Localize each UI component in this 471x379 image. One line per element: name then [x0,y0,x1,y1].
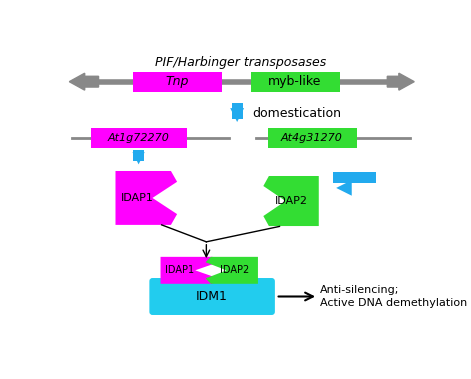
Text: IDAP1: IDAP1 [121,193,154,203]
Text: At4g31270: At4g31270 [281,133,343,143]
FancyBboxPatch shape [91,128,187,148]
Text: At1g72270: At1g72270 [108,133,170,143]
Polygon shape [263,176,319,226]
Text: domestication: domestication [252,107,341,120]
FancyBboxPatch shape [133,72,222,92]
FancyBboxPatch shape [149,278,275,315]
FancyBboxPatch shape [268,128,357,148]
Text: Anti-silencing;: Anti-silencing; [320,285,400,295]
Polygon shape [205,257,258,284]
FancyBboxPatch shape [232,103,243,119]
FancyArrow shape [69,73,98,90]
FancyBboxPatch shape [333,172,376,183]
Text: Active DNA demethylation: Active DNA demethylation [320,298,468,308]
Text: IDAP2: IDAP2 [275,196,308,206]
FancyBboxPatch shape [251,72,340,92]
FancyBboxPatch shape [133,150,144,161]
Polygon shape [161,257,218,284]
FancyArrow shape [387,73,414,90]
Text: Tnp: Tnp [165,75,189,88]
Text: IDAP1: IDAP1 [165,265,194,275]
Text: IDM1: IDM1 [196,290,228,303]
Text: myb-like: myb-like [268,75,322,88]
Text: PIF/Harbinger transposases: PIF/Harbinger transposases [155,56,326,69]
Polygon shape [115,171,177,225]
Text: IDAP2: IDAP2 [220,265,250,275]
